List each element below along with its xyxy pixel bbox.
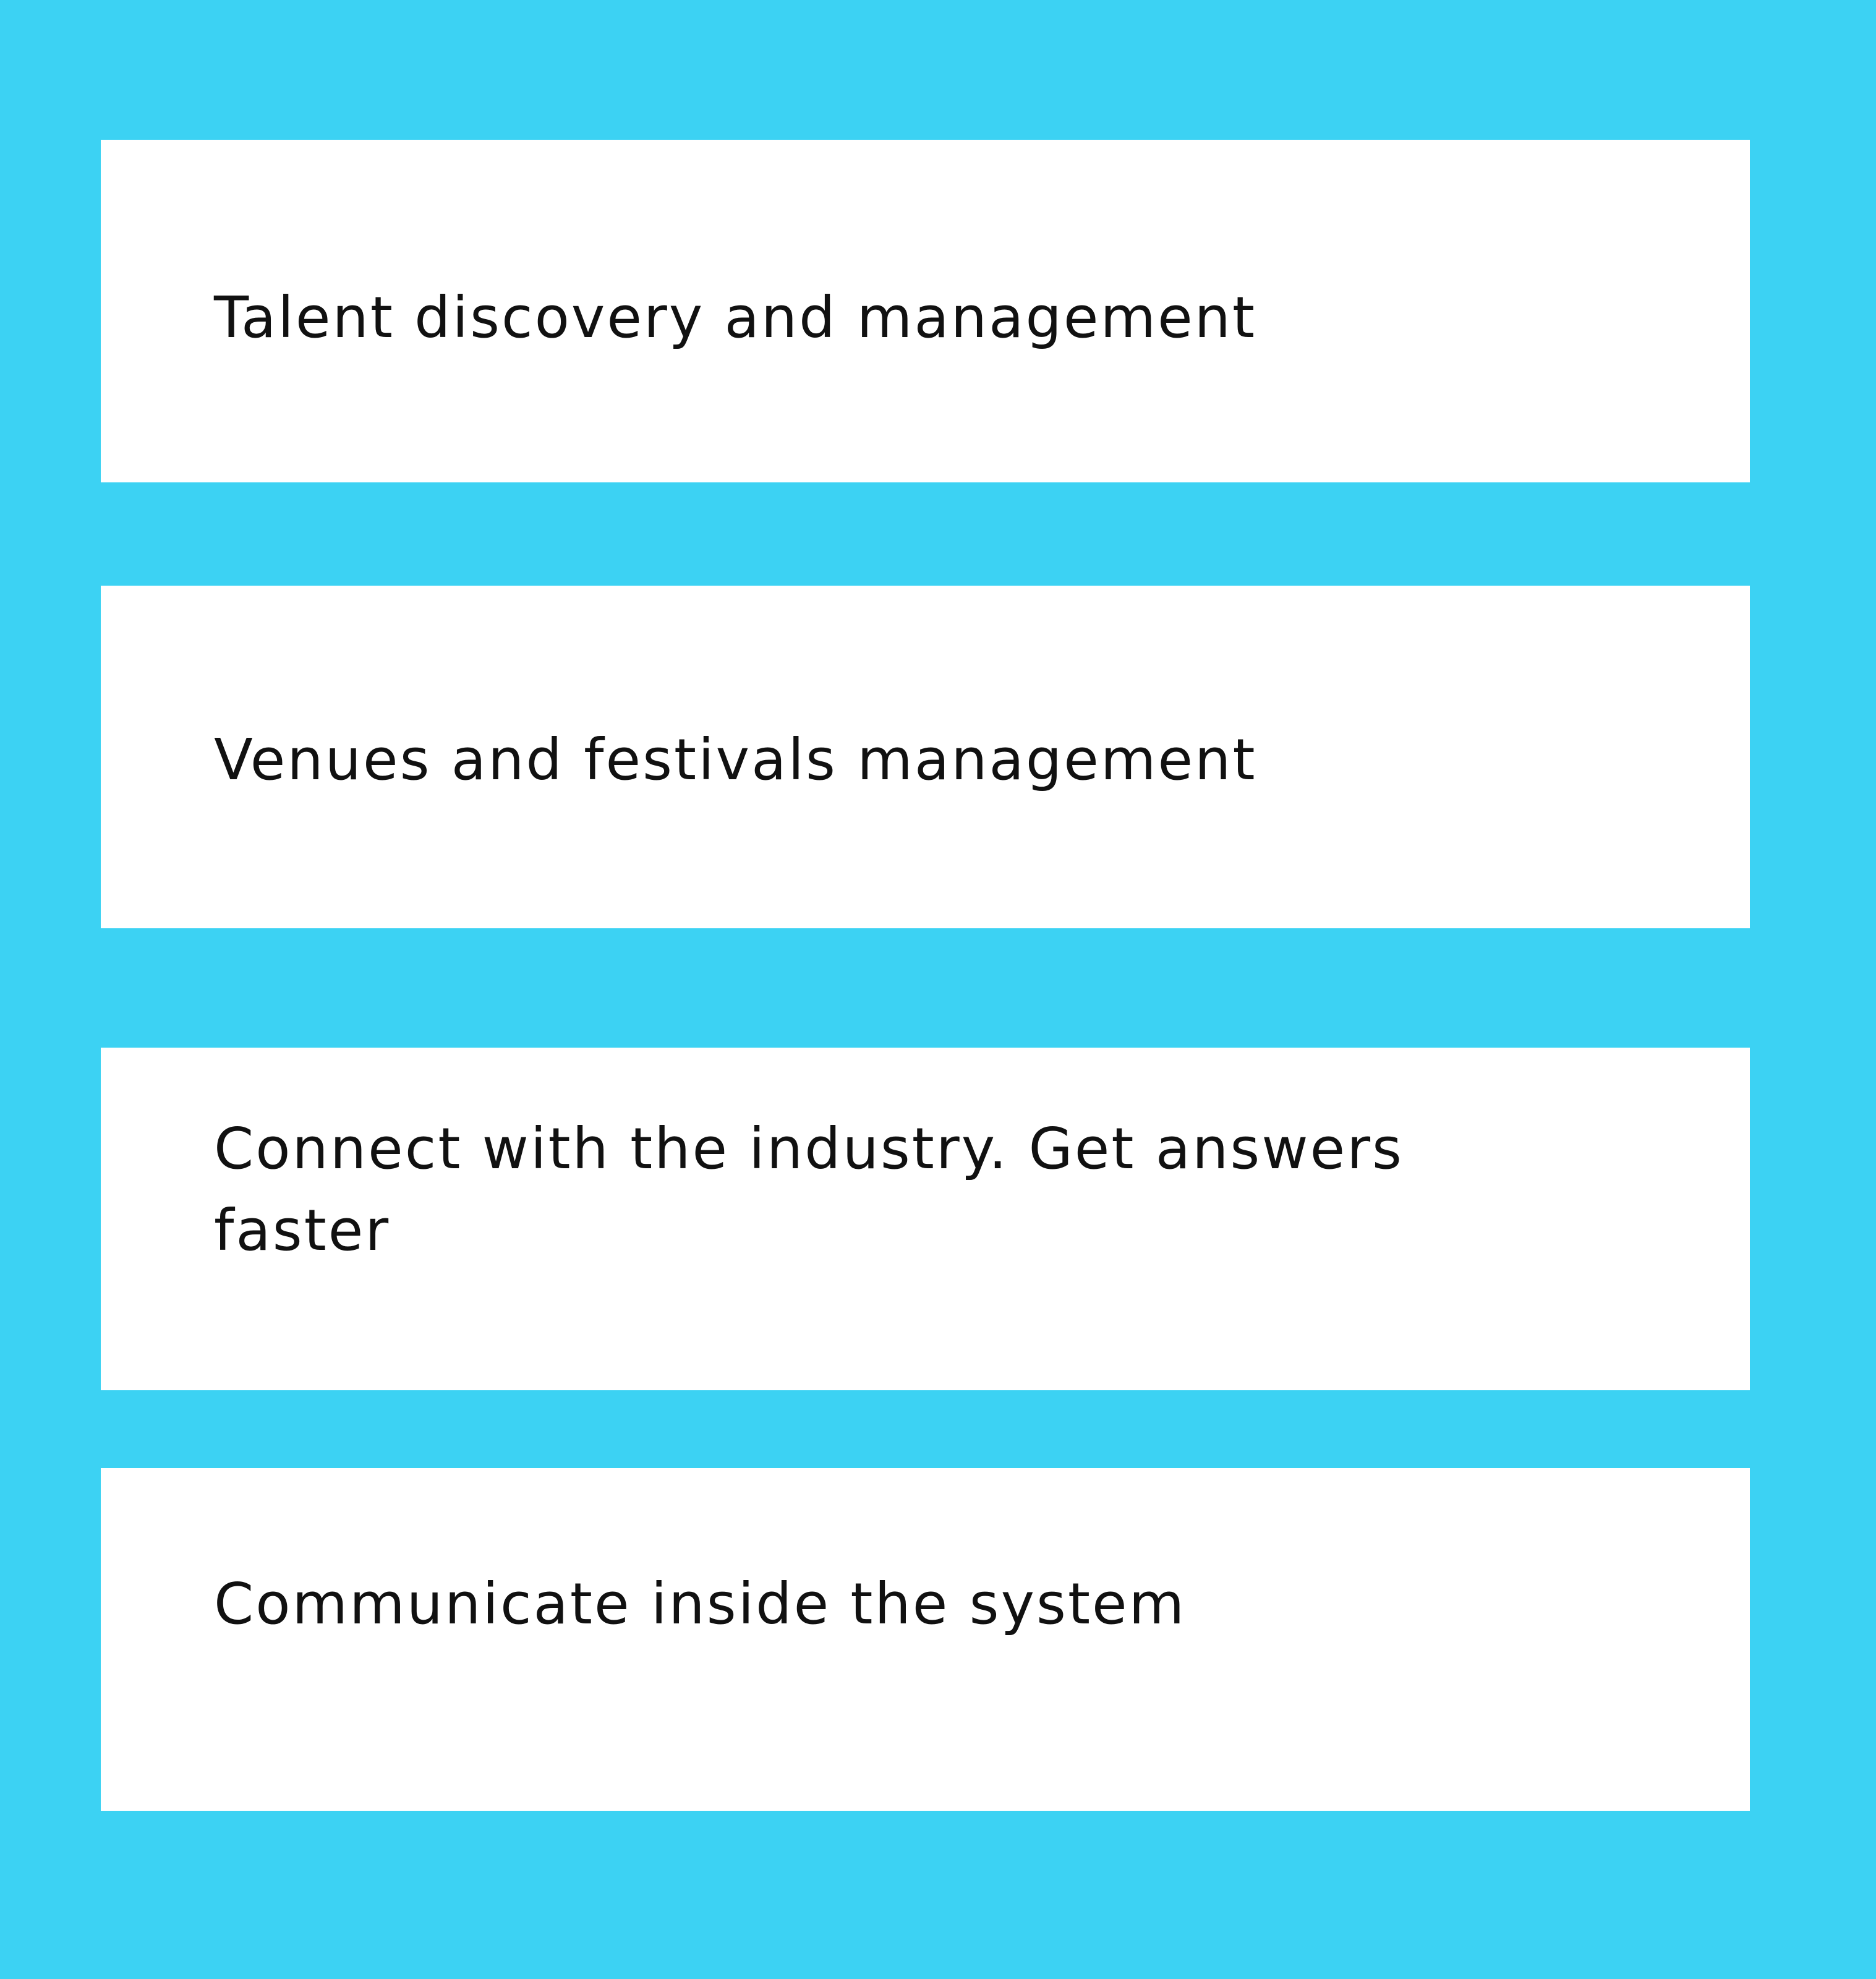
feature-label-venues: Venues and festivals management: [214, 727, 1257, 793]
feature-label-communicate: Communicate inside the system: [214, 1571, 1187, 1637]
feature-label-talent: Talent discovery and management: [214, 284, 1257, 351]
feature-card-connect: Connect with the industry. Get answers f…: [101, 1048, 1750, 1390]
feature-card-venues: Venues and festivals management: [101, 586, 1750, 928]
feature-card-communicate: Communicate inside the system: [101, 1468, 1750, 1811]
feature-card-talent: Talent discovery and management: [101, 140, 1750, 482]
feature-label-connect: Connect with the industry. Get answers f…: [214, 1116, 1404, 1263]
